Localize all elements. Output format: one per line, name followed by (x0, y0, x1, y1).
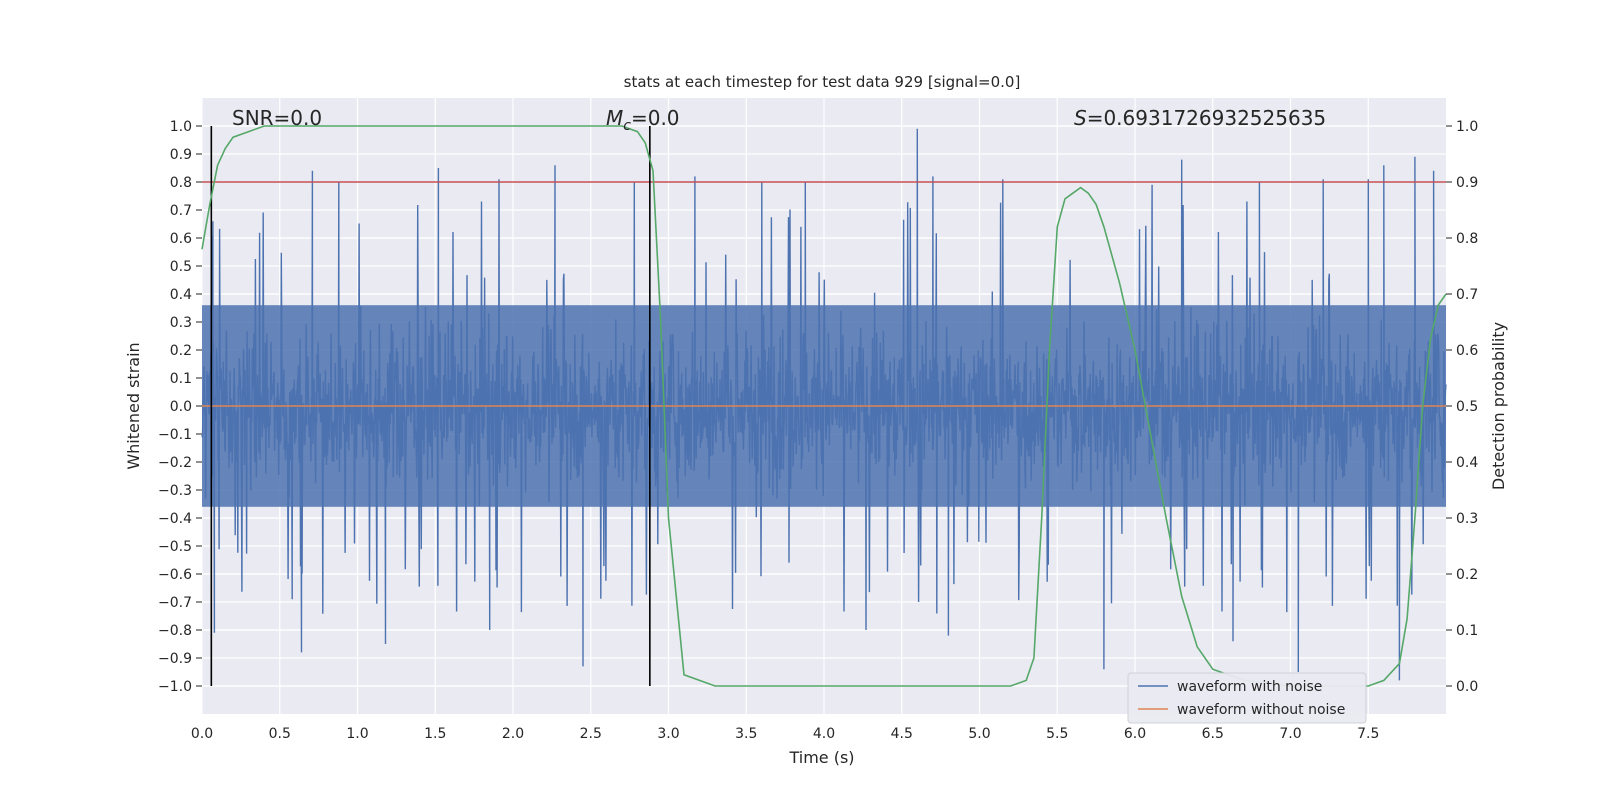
chart-title: stats at each timestep for test data 929… (624, 73, 1021, 91)
x-tick-label: 1.5 (424, 726, 446, 742)
x-tick-label: 2.0 (502, 726, 524, 742)
y-tick-label: 0.0 (170, 399, 192, 415)
x-tick-label: 4.5 (891, 726, 913, 742)
x-tick-label: 6.5 (1202, 726, 1224, 742)
s-symbol: S (1074, 106, 1087, 130)
chirp-mass-subscript: c (623, 118, 631, 134)
x-tick-label: 3.5 (735, 726, 757, 742)
y-tick-label: 0.6 (170, 231, 192, 247)
y-tick-label: 0.4 (170, 287, 192, 303)
y-tick-label: −0.8 (158, 623, 192, 639)
chirp-mass-symbol: M (606, 106, 623, 130)
x-tick-label: 1.0 (346, 726, 368, 742)
y-tick-label: 0.9 (170, 147, 192, 163)
s-annotation: S=0.6931726932525635 (1074, 106, 1326, 130)
y-tick-label: 1.0 (170, 119, 192, 135)
y-tick-label: −0.3 (158, 483, 192, 499)
legend-label-with-noise: waveform with noise (1177, 679, 1322, 695)
legend: waveform with noise waveform without noi… (1127, 672, 1367, 724)
y2-tick-label: 0.7 (1456, 287, 1478, 303)
y2-tick-label: 0.9 (1456, 175, 1478, 191)
y2-axis-label: Detection probability (1489, 322, 1508, 490)
x-tick-label: 2.5 (580, 726, 602, 742)
y2-tick-label: 0.0 (1456, 679, 1478, 695)
y-tick-label: −0.9 (158, 651, 192, 667)
y2-tick-label: 0.5 (1456, 399, 1478, 415)
x-tick-label: 4.0 (813, 726, 835, 742)
s-value: =0.6931726932525635 (1087, 106, 1326, 130)
y-tick-label: −0.1 (158, 427, 192, 443)
x-axis-label: Time (s) (788, 748, 854, 767)
y-axis-left: 1.0 0.9 0.8 0.7 0.6 0.5 0.4 0.3 0.2 0.1 0.0 −0.1 −0.… (158, 119, 202, 695)
y-tick-label: 0.1 (170, 371, 192, 387)
y-tick-label: 0.2 (170, 343, 192, 359)
x-tick-label: 7.5 (1357, 726, 1379, 742)
y-tick-label: −0.2 (158, 455, 192, 471)
y2-tick-label: 0.2 (1456, 567, 1478, 583)
y2-tick-label: 0.8 (1456, 231, 1478, 247)
chirp-mass-value: =0.0 (631, 106, 680, 130)
y-tick-label: −0.7 (158, 595, 192, 611)
y-tick-label: −1.0 (158, 679, 192, 695)
x-tick-label: 7.0 (1279, 726, 1301, 742)
x-tick-label: 0.5 (269, 726, 291, 742)
legend-box (1127, 672, 1367, 724)
y-axis-label: Whitened strain (124, 342, 143, 469)
y2-tick-label: 1.0 (1456, 119, 1478, 135)
x-axis: 0.0 0.5 1.0 1.5 2.0 2.5 3.0 3.5 4.0 4.5 5.0 5.5 6.0 6… (191, 726, 1380, 742)
y-tick-label: 0.7 (170, 203, 192, 219)
y-tick-label: 0.5 (170, 259, 192, 275)
legend-label-without-noise: waveform without noise (1177, 702, 1345, 718)
y2-tick-label: 0.6 (1456, 343, 1478, 359)
y-tick-label: −0.5 (158, 539, 192, 555)
x-tick-label: 3.0 (657, 726, 679, 742)
y2-tick-label: 0.3 (1456, 511, 1478, 527)
x-tick-label: 0.0 (191, 726, 213, 742)
y-axis-right: 1.0 0.9 0.8 0.7 0.6 0.5 0.4 0.3 0.2 0.1 0.0 (1446, 119, 1478, 695)
y-tick-label: 0.8 (170, 175, 192, 191)
chirp-mass-annotation: Mc=0.0 (606, 106, 680, 134)
snr-annotation: SNR=0.0 (232, 106, 322, 130)
x-tick-label: 5.5 (1046, 726, 1068, 742)
y2-tick-label: 0.4 (1456, 455, 1478, 471)
y2-tick-label: 0.1 (1456, 623, 1478, 639)
x-tick-label: 6.0 (1124, 726, 1146, 742)
y-tick-label: −0.6 (158, 567, 192, 583)
x-tick-label: 5.0 (968, 726, 990, 742)
y-tick-label: −0.4 (158, 511, 192, 527)
y-tick-label: 0.3 (170, 315, 192, 331)
